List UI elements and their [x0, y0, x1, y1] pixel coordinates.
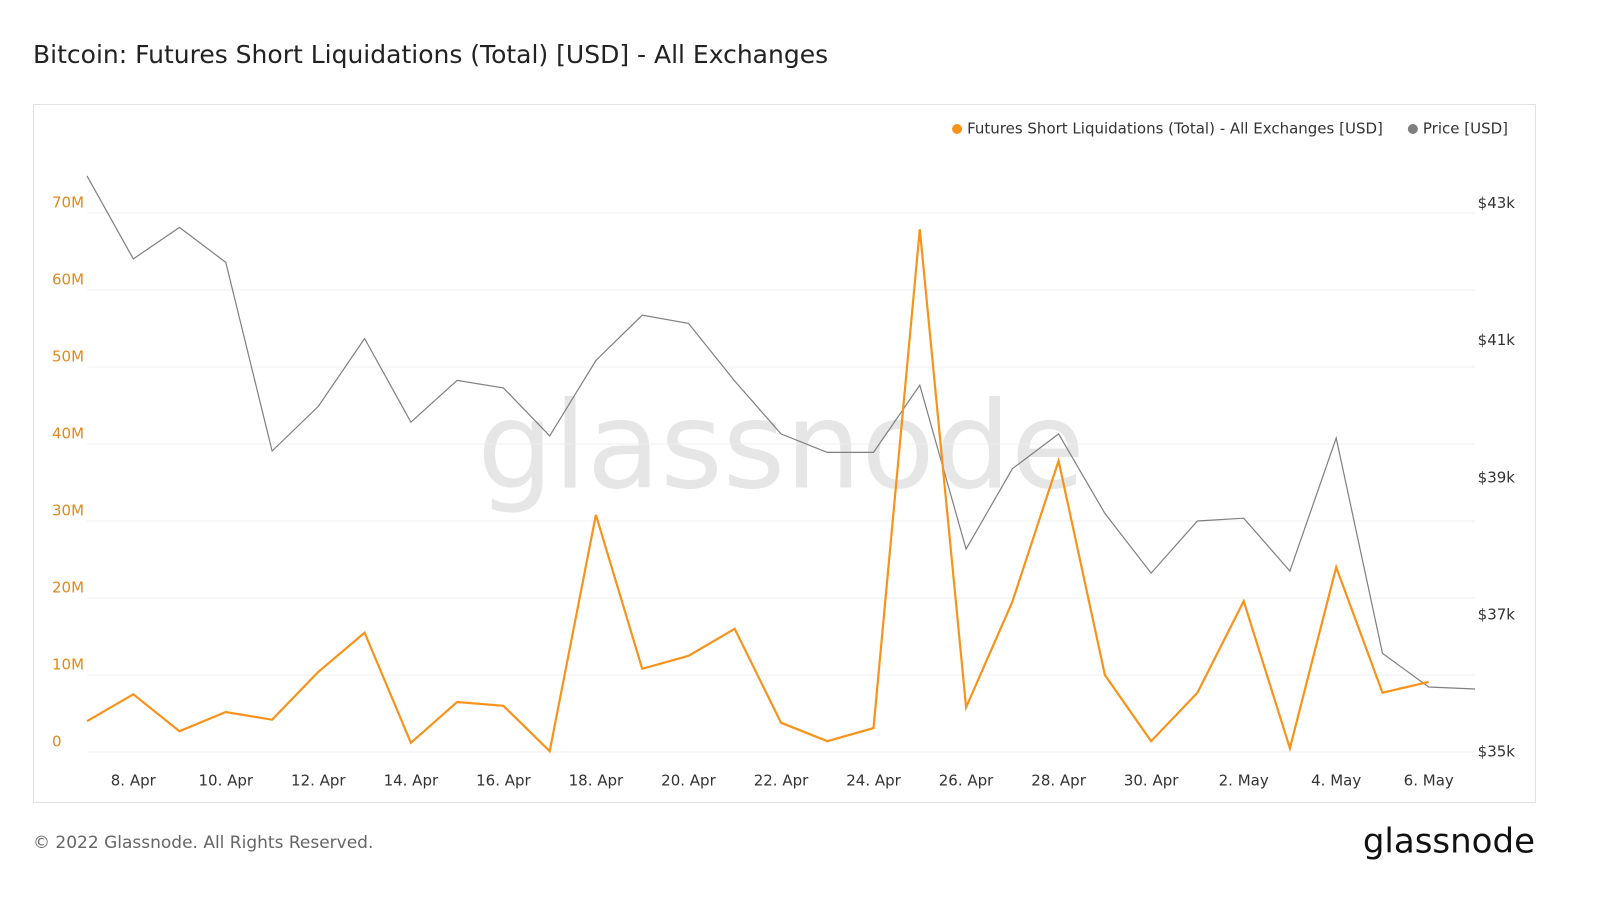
- y2-tick-label: $41k: [1478, 331, 1516, 349]
- y2-tick-label: $35k: [1478, 743, 1516, 761]
- legend-dot: [952, 124, 963, 134]
- copyright: © 2022 Glassnode. All Rights Reserved.: [33, 833, 373, 853]
- x-tick-label: 30. Apr: [1124, 772, 1179, 790]
- y2-tick-label: $39k: [1478, 468, 1516, 486]
- y-tick-label: 40M: [52, 425, 84, 443]
- y-tick-label: 20M: [52, 579, 84, 597]
- y-tick-label: 30M: [52, 502, 84, 520]
- x-tick-label: 14. Apr: [384, 772, 439, 790]
- y-tick-label: 10M: [52, 656, 84, 674]
- x-tick-label: 4. May: [1311, 772, 1361, 790]
- legend-label: Futures Short Liquidations (Total) - All…: [967, 120, 1383, 138]
- series-line: [86, 175, 1476, 690]
- x-tick-label: 26. Apr: [939, 772, 994, 790]
- x-tick-label: 10. Apr: [199, 772, 254, 790]
- y-tick-label: 0: [52, 733, 62, 751]
- x-tick-label: 12. Apr: [291, 772, 346, 790]
- legend-label: Price [USD]: [1423, 120, 1508, 138]
- x-tick-label: 16. Apr: [476, 772, 531, 790]
- y-tick-label: 50M: [52, 348, 84, 366]
- y-tick-label: 70M: [52, 194, 84, 212]
- series-line: [86, 229, 1429, 754]
- x-tick-label: 20. Apr: [661, 772, 716, 790]
- legend-dot: [1407, 124, 1418, 134]
- x-tick-label: 24. Apr: [846, 772, 901, 790]
- watermark: glassnode: [477, 378, 1085, 517]
- chart-title: Bitcoin: Futures Short Liquidations (Tot…: [33, 40, 828, 69]
- logo: glassnode: [1363, 822, 1535, 862]
- y2-tick-label: $43k: [1478, 194, 1516, 212]
- x-tick-label: 18. Apr: [569, 772, 624, 790]
- x-tick-label: 28. Apr: [1031, 772, 1086, 790]
- y2-tick-label: $37k: [1478, 605, 1516, 623]
- y-tick-label: 60M: [52, 271, 84, 289]
- x-tick-label: 6. May: [1404, 772, 1454, 790]
- x-tick-label: 2. May: [1219, 772, 1269, 790]
- chart-frame: [33, 104, 1536, 803]
- x-tick-label: 22. Apr: [754, 772, 809, 790]
- x-tick-label: 8. Apr: [111, 772, 157, 790]
